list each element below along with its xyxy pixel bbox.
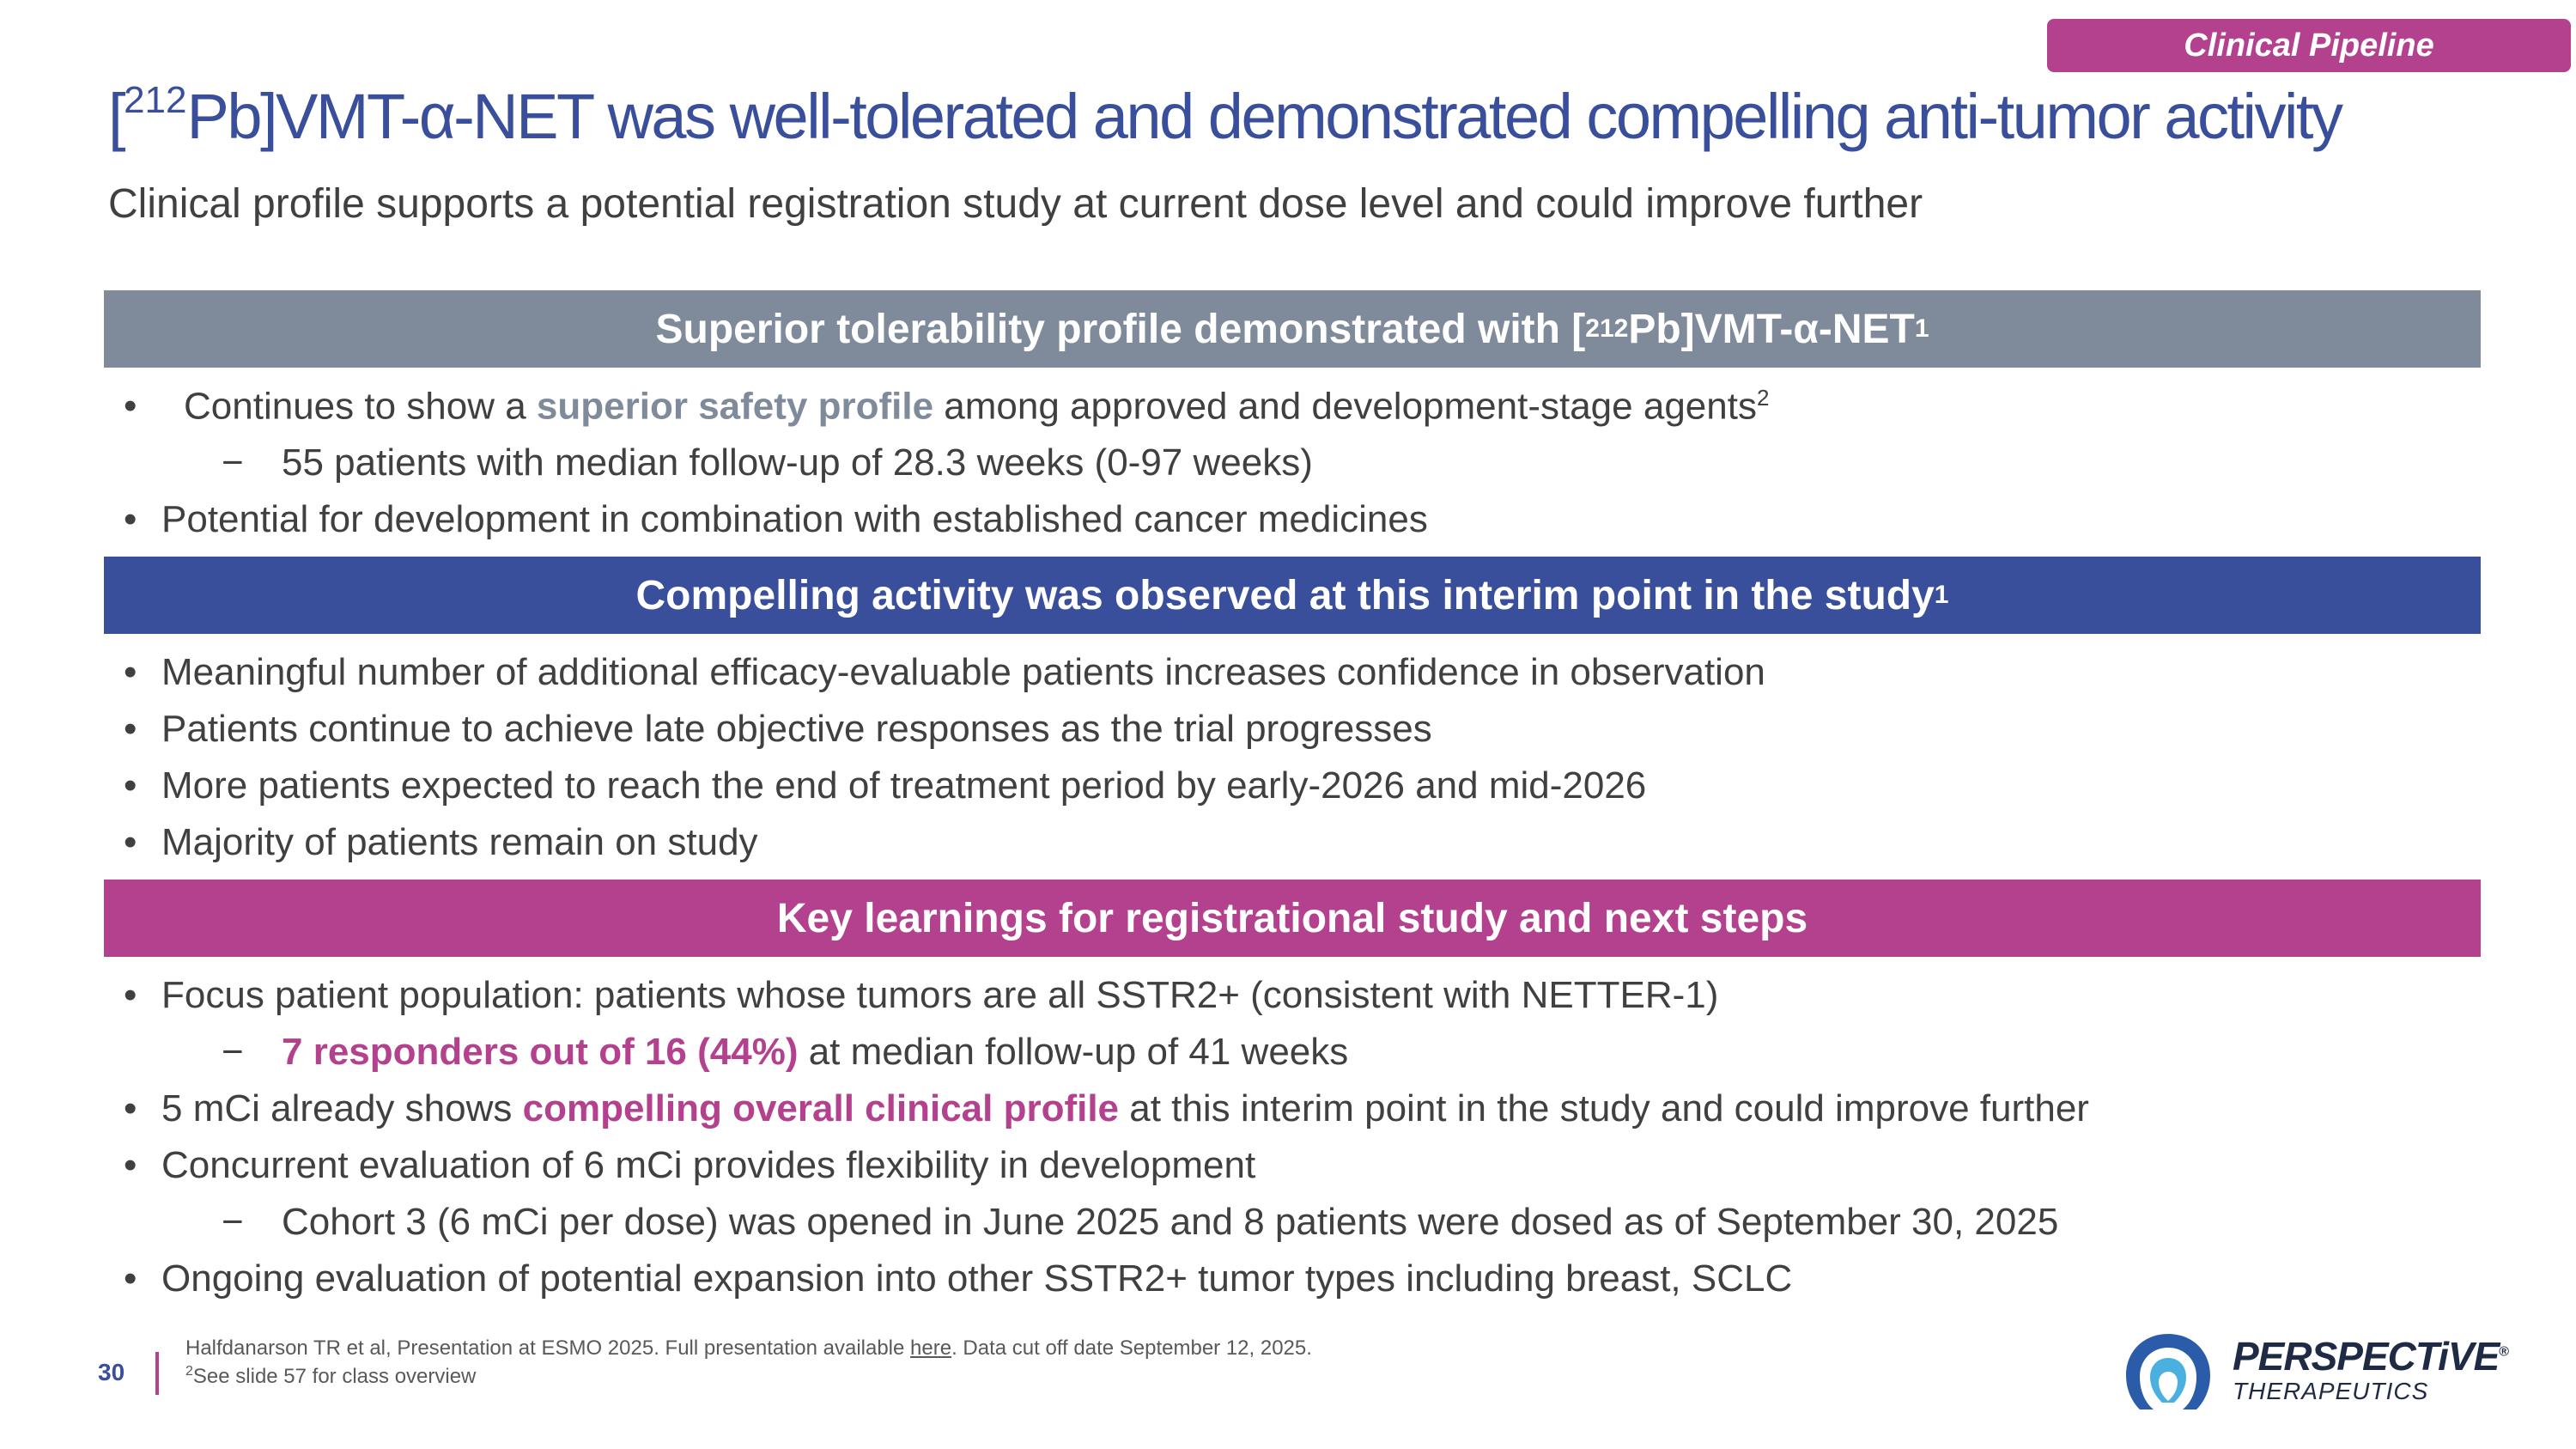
section-header-text: Key learnings for registrational study a… [776,895,1808,941]
footnote-ref: 2 [1756,385,1770,411]
bullet-text: Continues to show a [184,385,537,428]
list-item: • Focus patient population: patients whos… [124,974,1719,1017]
page-subtitle: Clinical profile supports a potential re… [108,181,1923,227]
footnote-superscript: 2 [185,1364,193,1379]
list-item: • Concurrent evaluation of 6 mCi provides… [124,1144,1256,1187]
bullet-text: among approved and development-stage age… [933,385,1757,428]
page-title: [212Pb]VMT-α-NET was well-tolerated and … [108,79,2343,152]
list-item: • Potential for development in combinatio… [124,498,1428,541]
section-header-ref: 1 [1934,581,1949,609]
section-header-text-rest: Pb]VMT-α-NET [1628,306,1915,352]
bullet-marker: • [124,1144,137,1186]
section-header-tolerability: Superior tolerability profile demonstrat… [104,290,2481,368]
footnote-text: See slide 57 for class overview [192,1365,477,1388]
bullet-text: 55 patients with median follow-up of 28.… [282,441,1313,484]
footnote-text: Halfdanarson TR et al, Presentation at E… [185,1336,911,1360]
list-item: • More patients expected to reach the end… [124,764,1647,807]
bullet-text: Patients continue to achieve late object… [161,708,1432,750]
bullet-marker: • [124,1087,137,1129]
section-header-key-learnings: Key learnings for registrational study a… [104,880,2481,957]
bullet-text: More patients expected to reach the end … [161,764,1647,807]
section-tag: Clinical Pipeline [2047,19,2571,72]
list-item: − Cohort 3 (6 mCi per dose) was opened in… [222,1201,2059,1244]
list-item: • 5 mCi already shows compelling overall … [124,1087,2089,1130]
bullet-text: Majority of patients remain on study [161,821,758,863]
dash-marker: − [222,1201,244,1243]
section-header-ref: 1 [1914,314,1929,343]
list-item: • Meaningful number of additional efficac… [124,651,1765,694]
section-header-superscript: 212 [1585,314,1629,343]
bullet-marker: • [124,1257,137,1300]
bullet-text: at this interim point in the study and c… [1119,1087,2089,1129]
list-item: • Continues to show a superior safety pro… [124,385,1770,429]
brand-name-text: PERSPECTiVE [2233,1334,2500,1379]
bullet-marker: • [124,708,137,750]
highlight-text: compelling overall clinical profile [522,1087,1120,1129]
section-header-text: Compelling activity was observed at this… [635,572,1935,618]
dash-marker: − [222,441,244,484]
bullet-text: Focus patient population: patients whose… [161,974,1719,1016]
bullet-marker: • [124,974,137,1016]
footnote-1: Halfdanarson TR et al, Presentation at E… [185,1336,1312,1361]
bullet-text: Ongoing evaluation of potential expansio… [161,1257,1793,1300]
footnote-text: . Data cut off date September 12, 2025. [951,1336,1312,1360]
registered-mark: ® [2499,1344,2509,1360]
page-number: 30 [98,1359,125,1385]
footnote-link[interactable]: here [910,1336,952,1360]
perspective-logo-icon [2126,1334,2210,1409]
title-superscript: 212 [124,79,187,122]
brand-tagline: THERAPEUTICS [2233,1378,2429,1404]
list-item: −7 responders out of 16 (44%) at median … [222,1031,1349,1074]
list-item: • Patients continue to achieve late objec… [124,708,1432,751]
dash-marker: − [222,1031,244,1073]
footnote-2: 2See slide 57 for class overview [185,1364,476,1389]
section-header-activity: Compelling activity was observed at this… [104,557,2481,634]
bullet-text: Cohort 3 (6 mCi per dose) was opened in … [282,1201,2059,1243]
brand-name: PERSPECTiVE® [2233,1333,2509,1379]
list-item: • Ongoing evaluation of potential expansi… [124,1257,1793,1300]
list-item: −55 patients with median follow-up of 28… [222,441,1313,484]
bullet-text: at median follow-up of 41 weeks [798,1031,1349,1073]
list-item: • Majority of patients remain on study [124,821,758,864]
bullet-text: Concurrent evaluation of 6 mCi provides … [161,1144,1256,1186]
footer-divider [155,1352,159,1395]
bullet-text: Potential for development in combination… [161,498,1428,540]
bullet-marker: • [124,385,137,427]
bullet-text: Meaningful number of additional efficacy… [161,651,1765,693]
section-header-text: Superior tolerability profile demonstrat… [655,306,1586,352]
bullet-marker: • [124,498,137,540]
bullet-marker: • [124,651,137,693]
highlight-text: superior safety profile [536,385,934,428]
title-text: Pb]VMT-α-NET was well-tolerated and demo… [186,81,2343,152]
bullet-marker: • [124,764,137,807]
bullet-marker: • [124,821,137,863]
highlight-text: 7 responders out of 16 (44%) [282,1031,799,1073]
bullet-text: 5 mCi already shows [161,1087,523,1129]
